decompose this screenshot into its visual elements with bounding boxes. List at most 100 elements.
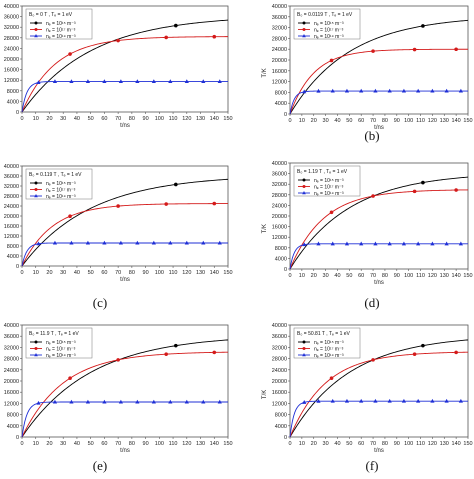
y-tick-label: 28000 xyxy=(272,36,287,42)
x-axis-label: t/ns xyxy=(120,123,130,129)
x-tick-label: 90 xyxy=(394,273,400,279)
x-tick-label: 40 xyxy=(334,441,340,447)
panel-label-e: (e) xyxy=(92,458,108,473)
x-tick-label: 10 xyxy=(299,273,305,279)
panel-label-b: (b) xyxy=(364,128,380,143)
y-tick-label: 12000 xyxy=(4,78,19,84)
x-tick-label: 70 xyxy=(115,441,121,447)
series-2-marker xyxy=(454,188,458,192)
x-tick-label: 30 xyxy=(323,441,329,447)
series-3-marker xyxy=(359,241,364,246)
series-3-marker xyxy=(458,398,463,403)
x-tick-label: 40 xyxy=(74,441,80,447)
series-3-marker xyxy=(302,400,307,404)
legend-entry-2: nₑ = 10¹⁷ m⁻³ xyxy=(314,28,344,34)
x-tick-label: 140 xyxy=(452,441,461,447)
y-tick-label: 12000 xyxy=(272,235,287,241)
y-tick-label: 4000 xyxy=(275,424,287,430)
y-tick-label: 0 xyxy=(284,267,287,273)
x-tick-label: 100 xyxy=(155,441,164,447)
legend-marker-2 xyxy=(302,185,306,188)
legend-marker-1 xyxy=(34,181,38,185)
series-line-1 xyxy=(289,339,469,438)
x-tick-label: 110 xyxy=(169,441,178,447)
series-line-3 xyxy=(289,400,468,438)
y-tick-label: 32000 xyxy=(272,345,287,351)
series-2-marker xyxy=(454,350,458,355)
y-tick-label: 0 xyxy=(16,264,19,270)
x-tick-label: 130 xyxy=(196,441,205,447)
y-tick-label: 8000 xyxy=(275,413,287,419)
series-line-3 xyxy=(21,242,228,267)
y-tick-label: 36000 xyxy=(4,15,19,21)
legend-entry-1: nₑ = 10¹⁵ m⁻³ xyxy=(46,340,76,346)
x-tick-label: 70 xyxy=(115,116,121,122)
series-3-marker xyxy=(69,240,74,245)
series-3-marker xyxy=(85,240,91,245)
x-tick-label: 130 xyxy=(196,270,205,276)
y-tick-label: 16000 xyxy=(272,69,287,75)
y-tick-label: 36000 xyxy=(272,15,287,21)
x-tick-label: 90 xyxy=(394,441,400,447)
series-3-marker xyxy=(217,240,222,245)
legend-marker-2 xyxy=(34,188,38,191)
x-tick-label: 80 xyxy=(129,270,135,276)
series-3-marker xyxy=(302,89,307,94)
series-3-marker xyxy=(201,79,206,84)
y-tick-label: 36000 xyxy=(272,172,287,178)
x-axis-label: t/ns xyxy=(374,125,384,131)
y-tick-label: 20000 xyxy=(272,379,287,385)
series-line-2 xyxy=(289,189,469,270)
series-1-marker xyxy=(421,180,425,185)
series-3-marker xyxy=(444,398,449,403)
series-2-marker xyxy=(68,52,72,56)
series-3-marker xyxy=(373,398,378,403)
series-3-marker xyxy=(168,79,173,84)
legend-marker-1 xyxy=(34,21,38,25)
series-3-marker xyxy=(102,399,107,404)
legend-condition: B₀ = 11.9 T , Tₑ = 1 eV xyxy=(29,331,79,337)
series-3-marker xyxy=(373,241,378,246)
series-3-marker xyxy=(69,399,74,404)
x-tick-label: 70 xyxy=(115,270,121,276)
x-tick-label: 140 xyxy=(452,118,461,124)
series-3-marker xyxy=(135,79,140,84)
x-tick-label: 140 xyxy=(210,441,219,447)
y-tick-label: 40000 xyxy=(4,164,19,170)
legend-entry-3: nₑ = 10¹⁹ m⁻³ xyxy=(314,191,344,197)
series-3-marker xyxy=(373,88,378,93)
x-axis-label: t/ns xyxy=(374,280,384,286)
x-tick-label: 110 xyxy=(416,273,425,279)
series-1-marker xyxy=(421,343,425,348)
y-tick-label: 40000 xyxy=(272,161,287,167)
legend-condition: B₀ = 1.19 T , Tₑ = 1 eV xyxy=(297,169,348,175)
series-2-marker xyxy=(371,194,375,198)
series-2-marker xyxy=(164,352,168,356)
chart-panel-b: 0 10 20 30 40 50 60 70 80 90 100 110 120 130 140 150 t/n… xyxy=(262,4,473,131)
y-tick-label: 24000 xyxy=(272,203,287,209)
x-tick-label: 70 xyxy=(370,441,376,447)
legend-marker-2 xyxy=(34,347,38,350)
y-tick-label: 0 xyxy=(284,435,287,441)
series-2-marker xyxy=(412,47,417,52)
panel-label-f: (f) xyxy=(365,458,379,473)
series-2-marker xyxy=(212,350,217,355)
series-line-2 xyxy=(21,203,228,267)
legend-entry-3: nₑ = 10¹⁹ m⁻³ xyxy=(314,34,344,40)
x-tick-label: 80 xyxy=(382,118,388,124)
x-tick-label: 90 xyxy=(143,270,149,276)
series-1-marker xyxy=(174,23,178,28)
x-tick-label: 140 xyxy=(452,273,461,279)
series-2-marker xyxy=(329,210,334,215)
y-tick-label: 20000 xyxy=(4,214,19,220)
x-tick-label: 120 xyxy=(428,441,437,447)
legend-condition: B₀ = 50.81 T , Tₑ = 1 eV xyxy=(297,331,351,337)
series-2-marker xyxy=(212,201,217,206)
series-3-marker xyxy=(401,88,407,93)
legend-entry-3: nₑ = 10¹⁹ m⁻³ xyxy=(46,34,76,40)
y-tick-label: 4000 xyxy=(275,101,287,107)
x-tick-label: 150 xyxy=(463,118,472,124)
x-tick-label: 30 xyxy=(60,270,66,276)
series-3-marker xyxy=(102,79,107,84)
y-tick-label: 40000 xyxy=(4,323,19,329)
